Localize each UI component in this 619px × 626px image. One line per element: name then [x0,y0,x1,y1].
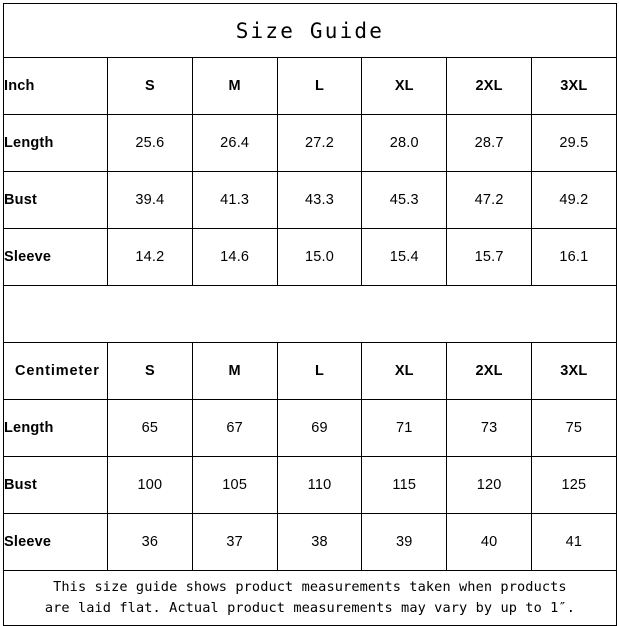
cell-inch-sleeve-3xl: 16.1 [530,228,617,286]
inch-header-row: Inch S M L XL 2XL 3XL [3,57,617,115]
unit-label-centimeter: Centimeter [3,342,108,400]
cell-inch-sleeve-xl: 15.4 [361,228,448,286]
footer-note: This size guide shows product measuremen… [4,577,616,619]
column-header-2xl: 2XL [446,57,532,115]
cell-inch-bust-m: 41.3 [191,171,278,229]
cell-inch-bust-l: 43.3 [276,171,363,229]
table-row: Length 65 67 69 71 73 75 [3,399,617,457]
table-row: Bust 100 105 110 115 120 125 [3,456,617,514]
cell-cm-bust-l: 110 [276,456,363,514]
column-header-cm-3xl: 3XL [530,342,617,400]
cell-cm-length-2xl: 73 [446,399,532,457]
cell-inch-length-xl: 28.0 [361,114,448,172]
page-title-cell: Size Guide [3,3,617,58]
cell-cm-sleeve-xl: 39 [361,513,448,571]
footer-note-line-1: This size guide shows product measuremen… [53,579,567,595]
column-header-m: M [191,57,278,115]
table-row: Sleeve 14.2 14.6 15.0 15.4 15.7 16.1 [3,228,617,286]
table-separator [3,285,617,343]
cell-cm-bust-2xl: 120 [446,456,532,514]
cell-inch-sleeve-s: 14.2 [107,228,193,286]
row-label-cm-length: Length [3,399,108,457]
cell-inch-sleeve-m: 14.6 [191,228,278,286]
cell-cm-length-m: 67 [191,399,278,457]
column-header-xl: XL [361,57,448,115]
cell-inch-length-m: 26.4 [191,114,278,172]
column-header-cm-2xl: 2XL [446,342,532,400]
row-label-cm-bust: Bust [3,456,108,514]
column-header-3xl: 3XL [530,57,617,115]
centimeter-header-row: Centimeter S M L XL 2XL 3XL [3,342,617,400]
cell-cm-length-3xl: 75 [530,399,617,457]
cell-cm-bust-s: 100 [107,456,193,514]
footer-row: This size guide shows product measuremen… [3,570,617,626]
cell-inch-sleeve-l: 15.0 [276,228,363,286]
table-row: Length 25.6 26.4 27.2 28.0 28.7 29.5 [3,114,617,172]
cell-cm-bust-xl: 115 [361,456,448,514]
title-row: Size Guide [3,3,617,58]
cell-inch-length-s: 25.6 [107,114,193,172]
size-guide-table: Size Guide Inch S M L XL 2XL 3XL Length … [3,3,617,626]
cell-cm-sleeve-m: 37 [191,513,278,571]
cell-cm-length-s: 65 [107,399,193,457]
cell-inch-bust-xl: 45.3 [361,171,448,229]
column-header-cm-m: M [191,342,278,400]
page-title: Size Guide [235,18,385,43]
cell-inch-length-3xl: 29.5 [530,114,617,172]
cell-cm-length-l: 69 [276,399,363,457]
cell-inch-length-l: 27.2 [276,114,363,172]
row-label-cm-sleeve: Sleeve [3,513,108,571]
cell-cm-sleeve-l: 38 [276,513,363,571]
table-row: Bust 39.4 41.3 43.3 45.3 47.2 49.2 [3,171,617,229]
cell-inch-bust-s: 39.4 [107,171,193,229]
row-label-inch-sleeve: Sleeve [3,228,108,286]
cell-cm-sleeve-s: 36 [107,513,193,571]
column-header-cm-l: L [276,342,363,400]
cell-inch-sleeve-2xl: 15.7 [446,228,532,286]
cell-cm-length-xl: 71 [361,399,448,457]
cell-cm-sleeve-3xl: 41 [530,513,617,571]
row-label-inch-bust: Bust [3,171,108,229]
cell-inch-bust-2xl: 47.2 [446,171,532,229]
table-row: Sleeve 36 37 38 39 40 41 [3,513,617,571]
cell-inch-length-2xl: 28.7 [446,114,532,172]
column-header-l: L [276,57,363,115]
column-header-cm-xl: XL [361,342,448,400]
cell-cm-bust-3xl: 125 [530,456,617,514]
table-separator-row [3,285,617,343]
footer-note-cell: This size guide shows product measuremen… [3,570,617,626]
cell-cm-sleeve-2xl: 40 [446,513,532,571]
column-header-cm-s: S [107,342,193,400]
cell-cm-bust-m: 105 [191,456,278,514]
cell-inch-bust-3xl: 49.2 [530,171,617,229]
unit-label-inch: Inch [3,57,108,115]
row-label-inch-length: Length [3,114,108,172]
column-header-s: S [107,57,193,115]
footer-note-line-2: are laid flat. Actual product measuremen… [44,600,575,616]
